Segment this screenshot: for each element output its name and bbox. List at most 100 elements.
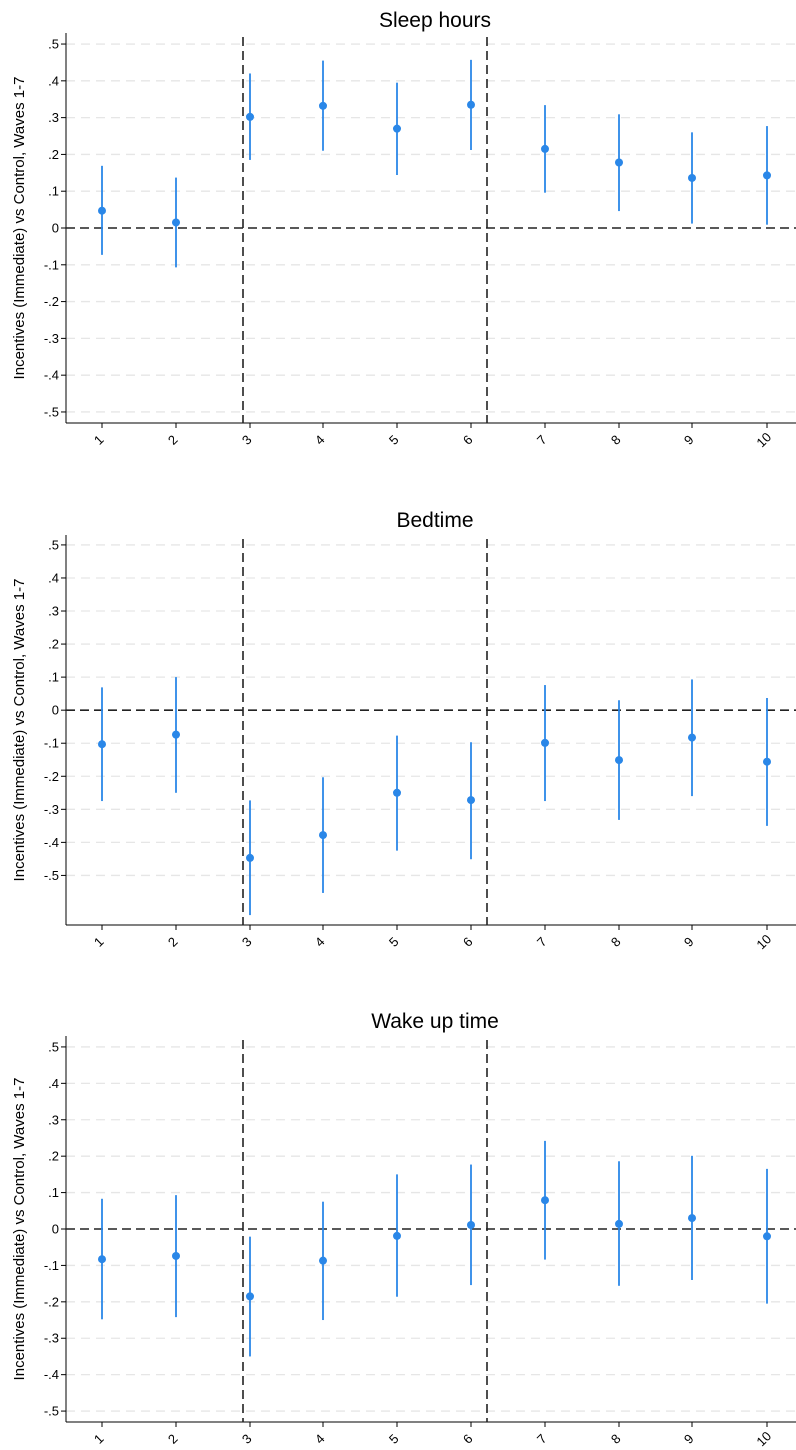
point-estimate <box>319 831 327 840</box>
point-estimate <box>319 101 327 110</box>
point-estimate <box>393 788 401 797</box>
point-estimate <box>467 1220 475 1229</box>
y-tick-label: 0 <box>52 703 59 718</box>
y-tick-label: -.2 <box>44 769 59 784</box>
y-tick-label: -.5 <box>44 868 59 883</box>
y-tick-label: -.4 <box>44 368 59 383</box>
point-estimate <box>541 144 549 153</box>
panel-title: Bedtime <box>396 509 473 532</box>
x-tick-label: 1 <box>91 432 107 448</box>
x-tick-label: 10 <box>753 931 774 952</box>
y-tick-label: -.3 <box>44 802 59 817</box>
x-tick-label: 4 <box>312 1431 328 1447</box>
point-estimate <box>688 173 696 182</box>
y-tick-label: -.1 <box>44 257 59 272</box>
y-tick-label: -.1 <box>44 736 59 751</box>
y-tick-label: .5 <box>48 1039 59 1054</box>
point-estimate <box>246 112 254 121</box>
x-tick-label: 3 <box>239 934 255 950</box>
x-tick-label: 2 <box>165 934 181 950</box>
y-tick-label: -.5 <box>44 404 59 419</box>
point-estimate <box>393 124 401 133</box>
point-estimate <box>246 1292 254 1301</box>
point-estimate <box>467 100 475 109</box>
y-tick-label: -.3 <box>44 331 59 346</box>
x-tick-label: 9 <box>681 934 697 950</box>
x-tick-label: 5 <box>386 934 402 950</box>
panel-2: Bedtime Incentives (Immediate) vs Control… <box>11 509 796 952</box>
panel-title: Wake up time <box>371 1010 499 1033</box>
x-tick-label: 3 <box>239 1431 255 1447</box>
x-tick-label: 10 <box>753 1428 774 1449</box>
point-estimate <box>393 1231 401 1240</box>
x-tick-label: 8 <box>608 934 624 950</box>
point-estimate <box>763 757 771 766</box>
x-tick-label: 1 <box>91 934 107 950</box>
y-tick-label: .1 <box>48 184 59 199</box>
x-tick-label: 6 <box>460 1431 476 1447</box>
x-tick-label: 5 <box>386 432 402 448</box>
x-tick-label: 8 <box>608 1431 624 1447</box>
point-estimate <box>615 158 623 167</box>
point-estimate <box>319 1256 327 1265</box>
y-tick-label: -.1 <box>44 1258 59 1273</box>
y-tick-label: -.4 <box>44 835 59 850</box>
x-tick-label: 9 <box>681 432 697 448</box>
y-tick-label: .4 <box>48 1076 59 1091</box>
x-tick-label: 3 <box>239 432 255 448</box>
point-estimate <box>615 1219 623 1228</box>
y-tick-label: -.5 <box>44 1404 59 1419</box>
y-tick-label: -.3 <box>44 1331 59 1346</box>
panel-3: Wake up time Incentives (Immediate) vs Co… <box>11 1010 796 1449</box>
x-tick-label: 6 <box>460 934 476 950</box>
y-tick-label: .3 <box>48 604 59 619</box>
point-estimate <box>763 171 771 180</box>
point-estimate <box>98 206 106 215</box>
y-axis-label: Incentives (Immediate) vs Control, Waves… <box>11 579 28 882</box>
x-tick-label: 7 <box>534 1431 550 1447</box>
y-tick-label: 0 <box>52 1222 59 1237</box>
x-tick-label: 7 <box>534 934 550 950</box>
point-estimate <box>763 1232 771 1241</box>
point-estimate <box>172 218 180 227</box>
x-tick-label: 4 <box>312 934 328 950</box>
y-tick-label: .2 <box>48 147 59 162</box>
y-tick-label: -.2 <box>44 294 59 309</box>
y-axis-label: Incentives (Immediate) vs Control, Waves… <box>11 77 28 380</box>
y-tick-label: .3 <box>48 110 59 125</box>
x-tick-label: 8 <box>608 432 624 448</box>
y-tick-label: .2 <box>48 1149 59 1164</box>
x-tick-label: 2 <box>165 1431 181 1447</box>
x-tick-label: 9 <box>681 1431 697 1447</box>
point-estimate <box>98 740 106 749</box>
point-estimate <box>467 796 475 805</box>
x-tick-label: 1 <box>91 1431 107 1447</box>
panel-title: Sleep hours <box>379 9 491 32</box>
y-tick-label: -.2 <box>44 1294 59 1309</box>
y-tick-label: .4 <box>48 570 59 585</box>
y-tick-label: .1 <box>48 1185 59 1200</box>
y-tick-label: .1 <box>48 670 59 685</box>
x-tick-label: 10 <box>753 429 774 450</box>
y-tick-label: .3 <box>48 1112 59 1127</box>
point-estimate <box>615 756 623 765</box>
point-estimate <box>246 853 254 862</box>
y-tick-label: .2 <box>48 637 59 652</box>
x-tick-label: 5 <box>386 1431 402 1447</box>
x-tick-label: 7 <box>534 432 550 448</box>
point-estimate <box>98 1255 106 1264</box>
y-tick-label: .5 <box>48 37 59 52</box>
point-estimate <box>172 730 180 739</box>
point-estimate <box>541 1196 549 1205</box>
y-tick-label: -.4 <box>44 1367 59 1382</box>
panel-1: Sleep hours Incentives (Immediate) vs Con… <box>11 9 796 450</box>
y-tick-label: 0 <box>52 221 59 236</box>
point-estimate <box>688 733 696 742</box>
point-estimate <box>688 1214 696 1223</box>
y-tick-label: .5 <box>48 537 59 552</box>
x-tick-label: 6 <box>460 432 476 448</box>
x-tick-label: 4 <box>312 432 328 448</box>
x-tick-label: 2 <box>165 432 181 448</box>
point-estimate <box>172 1251 180 1260</box>
